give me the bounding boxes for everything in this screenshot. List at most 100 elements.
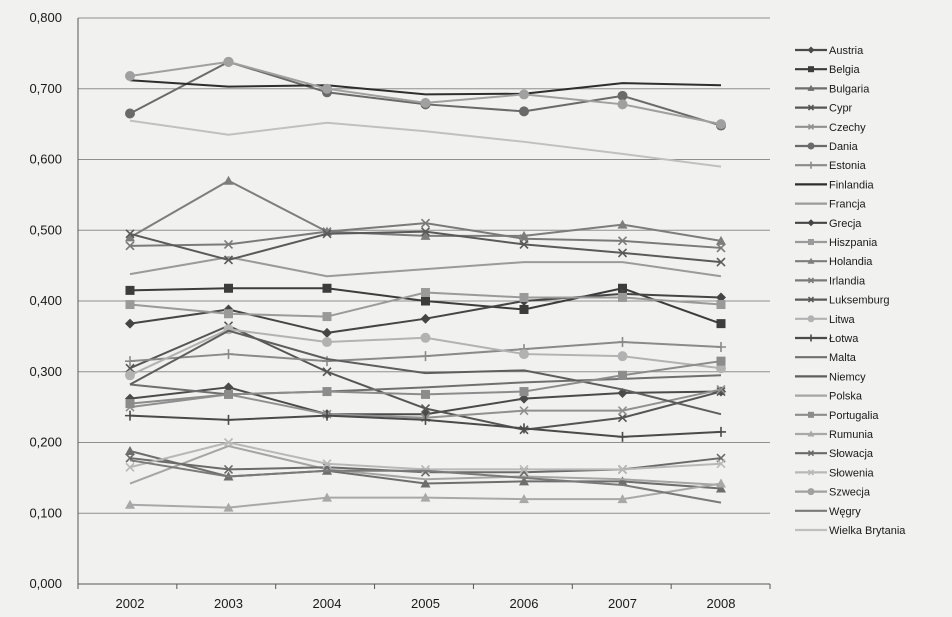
data-point bbox=[807, 257, 815, 264]
axes bbox=[77, 18, 771, 589]
data-point bbox=[519, 476, 529, 486]
data-point bbox=[617, 337, 628, 348]
data-point bbox=[807, 142, 815, 150]
data-point bbox=[716, 319, 726, 329]
data-point bbox=[808, 411, 814, 418]
data-point bbox=[807, 104, 815, 111]
data-point bbox=[420, 313, 431, 324]
legend-item: Irlandia bbox=[795, 275, 866, 287]
data-point bbox=[716, 243, 726, 253]
data-point bbox=[125, 300, 135, 310]
data-point bbox=[519, 393, 529, 404]
data-point bbox=[420, 478, 431, 488]
data-point bbox=[420, 351, 431, 362]
legend-label: Malta bbox=[829, 352, 857, 364]
legend-label: Luksemburg bbox=[829, 295, 890, 307]
data-point bbox=[807, 450, 815, 457]
data-point bbox=[125, 370, 135, 381]
y-tick-label: 0,300 bbox=[29, 364, 62, 379]
legend-item: Holandia bbox=[795, 256, 873, 268]
data-point bbox=[125, 241, 135, 251]
series-line bbox=[129, 441, 722, 471]
series-line bbox=[129, 79, 722, 96]
data-point bbox=[617, 219, 628, 229]
legend: Austria Belgia Bulgaria Cypr Czechy Dania Esto… bbox=[795, 45, 906, 537]
data-point bbox=[223, 175, 234, 185]
legend-item: Austria bbox=[795, 45, 864, 57]
legend-item: Belgia bbox=[795, 64, 860, 76]
y-tick-label: 0,000 bbox=[29, 576, 62, 591]
legend-item: Hiszpania bbox=[795, 237, 878, 249]
data-point bbox=[420, 332, 431, 343]
data-point bbox=[716, 478, 726, 488]
data-point bbox=[808, 66, 814, 73]
legend-label: Słowacja bbox=[829, 448, 874, 460]
data-point bbox=[223, 382, 234, 393]
legend-item: Węgry bbox=[795, 506, 861, 518]
series-węgry bbox=[129, 459, 722, 504]
legend-label: Estonia bbox=[829, 160, 867, 172]
legend-item: Niemcy bbox=[795, 371, 866, 383]
data-point bbox=[807, 123, 815, 130]
data-point bbox=[224, 309, 233, 319]
data-point bbox=[224, 283, 233, 293]
legend-label: Francja bbox=[829, 199, 867, 211]
data-point bbox=[125, 462, 135, 472]
legend-item: Czechy bbox=[795, 122, 866, 134]
legend-label: Wielka Brytania bbox=[829, 525, 906, 537]
data-point bbox=[617, 236, 628, 246]
data-point bbox=[519, 464, 529, 474]
data-point bbox=[322, 283, 332, 293]
data-point bbox=[420, 414, 431, 425]
legend-item: Słowenia bbox=[795, 467, 875, 479]
data-point bbox=[125, 399, 135, 409]
data-point bbox=[322, 367, 332, 377]
data-point bbox=[421, 296, 430, 306]
data-point bbox=[617, 413, 628, 423]
x-tick-label: 2002 bbox=[116, 596, 145, 611]
data-point bbox=[618, 370, 627, 380]
data-point bbox=[519, 304, 529, 314]
series-line bbox=[129, 459, 722, 504]
data-point bbox=[716, 384, 726, 395]
data-point bbox=[223, 239, 234, 249]
legend-label: Węgry bbox=[829, 506, 861, 518]
data-point bbox=[519, 423, 529, 434]
x-tick-label: 2006 bbox=[510, 596, 539, 611]
series-estonia bbox=[125, 337, 726, 367]
data-point bbox=[125, 363, 135, 373]
legend-label: Portugalia bbox=[829, 410, 879, 422]
data-point bbox=[125, 410, 135, 421]
data-point bbox=[125, 108, 135, 119]
legend-label: Grecja bbox=[829, 218, 862, 230]
data-point bbox=[807, 161, 815, 169]
data-point bbox=[223, 56, 234, 67]
data-point bbox=[617, 406, 628, 416]
data-point bbox=[224, 389, 233, 399]
data-point bbox=[807, 46, 815, 54]
data-point bbox=[125, 356, 135, 367]
data-point bbox=[223, 464, 234, 474]
data-point bbox=[716, 483, 726, 493]
data-point bbox=[322, 337, 332, 348]
legend-item: Łotwa bbox=[795, 333, 859, 345]
data-point bbox=[420, 230, 431, 240]
series-litwa bbox=[125, 324, 726, 381]
legend-label: Niemcy bbox=[829, 371, 866, 383]
legend-label: Finlandia bbox=[829, 179, 875, 191]
legend-label: Rumunia bbox=[829, 429, 874, 441]
legend-item: Francja bbox=[795, 199, 867, 211]
legend-label: Holandia bbox=[829, 256, 873, 268]
data-point bbox=[420, 464, 431, 474]
legend-item: Cypr bbox=[795, 103, 853, 115]
data-point bbox=[519, 239, 529, 249]
data-point bbox=[716, 426, 726, 437]
y-tick-label: 0,700 bbox=[29, 81, 62, 96]
data-point bbox=[421, 389, 430, 399]
data-point bbox=[716, 459, 726, 469]
legend-item: Portugalia bbox=[795, 410, 879, 422]
x-tick-label: 2004 bbox=[313, 596, 342, 611]
data-point bbox=[223, 414, 234, 425]
legend-label: Szwecja bbox=[829, 487, 871, 499]
